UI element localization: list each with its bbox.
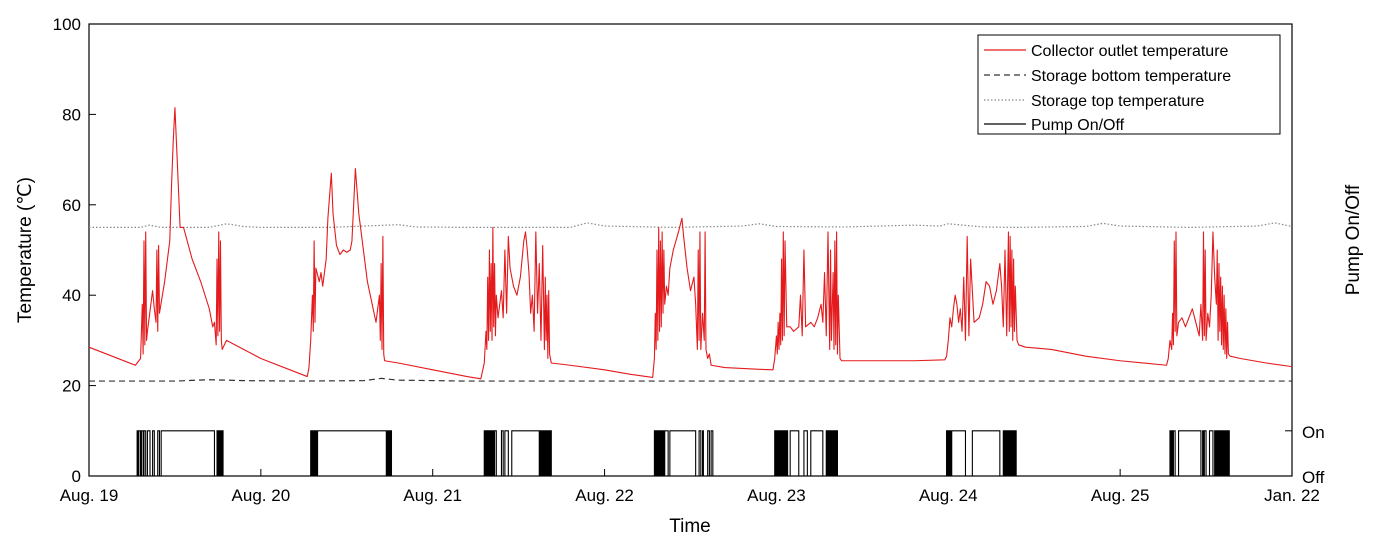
- series-line-1: [89, 377, 1292, 382]
- x-tick-label-7: Jan. 22: [1264, 486, 1320, 505]
- y-tick-label-2: 40: [62, 286, 81, 305]
- legend-label-collector: Collector outlet temperature: [1031, 43, 1229, 60]
- y-tick-label-3: 60: [62, 196, 81, 215]
- series-line-2: [89, 222, 1293, 228]
- y-tick-label-4: 80: [62, 105, 81, 124]
- x-tick-label-2: Aug. 21: [403, 486, 462, 505]
- series-line-3: [89, 430, 1292, 477]
- legend-label-storage-bottom: Storage bottom temperature: [1031, 68, 1231, 85]
- y-tick-label-5: 100: [53, 15, 81, 34]
- y-tick-label-1: 20: [62, 377, 81, 396]
- legend-label-pump: Pump On/Off: [1031, 117, 1125, 134]
- y2-axis-label: Pump On/Off: [1343, 184, 1364, 295]
- legend-box: [977, 34, 1281, 135]
- y2-tick-label-1: On: [1302, 423, 1325, 442]
- legend: Collector outlet temperature Storage bot…: [977, 34, 1281, 135]
- y2-tick-label-0: Off: [1302, 468, 1325, 487]
- x-tick-label-3: Aug. 22: [575, 486, 634, 505]
- x-tick-label-5: Aug. 24: [919, 486, 978, 505]
- x-tick-label-6: Aug. 25: [1091, 486, 1150, 505]
- legend-label-storage-top: Storage top temperature: [1031, 93, 1205, 110]
- x-tick-label-4: Aug. 23: [747, 486, 806, 505]
- ticks-layer: Aug. 19 Aug. 20 Aug. 21 Aug. 22 Aug. 23 Aug. …: [53, 15, 1325, 505]
- y-tick-label-0: 0: [72, 467, 81, 486]
- x-tick-label-1: Aug. 20: [232, 486, 291, 505]
- y-axis-label: Temperature (℃): [15, 177, 36, 323]
- series-layer: [88, 107, 1293, 477]
- x-tick-label-0: Aug. 19: [60, 486, 119, 505]
- series-line-0: [88, 107, 1293, 380]
- x-axis-label: Time: [669, 516, 711, 537]
